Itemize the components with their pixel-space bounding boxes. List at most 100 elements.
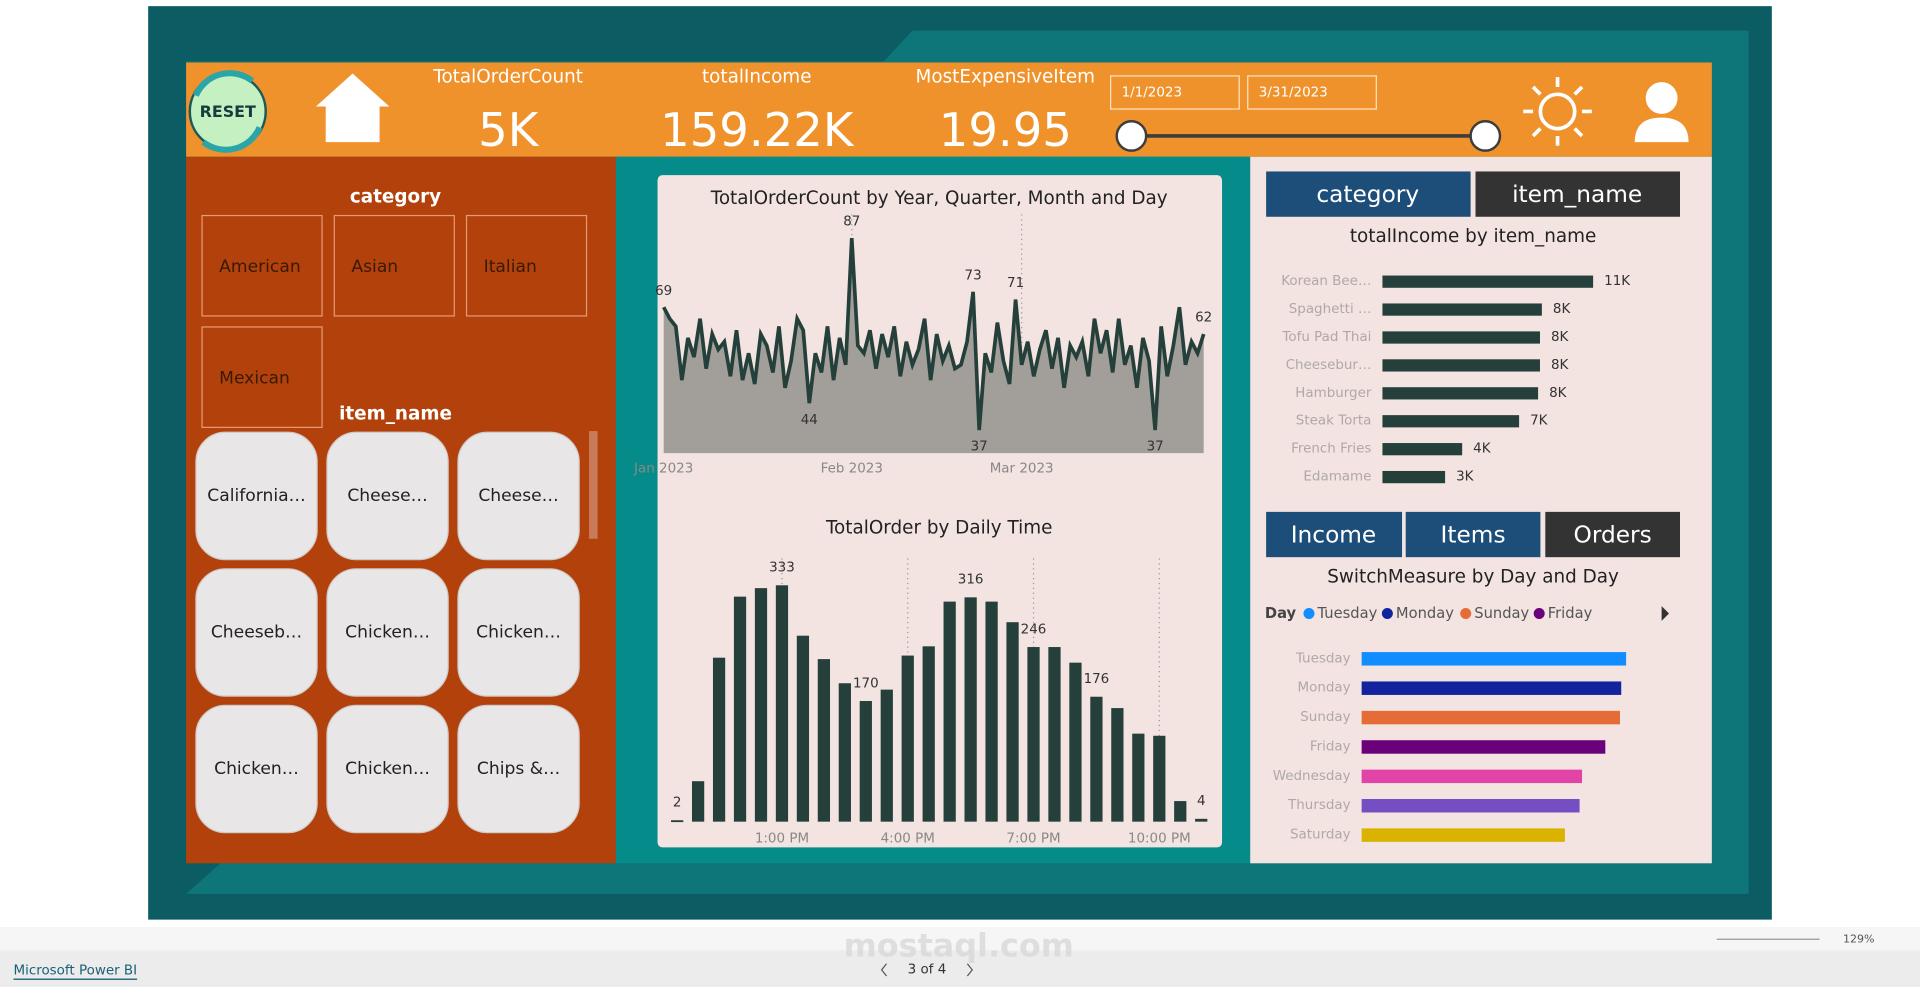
slicer-item-label: Italian [484,257,537,277]
slicer-title: item_name [339,403,452,424]
y-tick-label: Steak Torta [1296,414,1372,429]
toggle-label: Items [1441,522,1506,549]
theme-icon[interactable] [1523,77,1592,146]
chart-title: totalIncome by item_name [1350,226,1596,247]
app-link[interactable]: Microsoft Power BI [13,964,137,979]
x-tick-label: Mar 2023 [990,462,1054,477]
item-button[interactable] [326,704,449,834]
date-start: 1/1/2023 [1122,86,1182,101]
bar [1382,359,1540,372]
date-end: 3/31/2023 [1259,86,1328,101]
bar [1195,818,1208,822]
toggle-label: Orders [1574,522,1652,549]
line [662,237,1206,431]
toggle-button[interactable] [1475,171,1680,217]
item-button[interactable] [195,568,318,697]
item-button[interactable] [195,431,318,561]
home-icon[interactable] [315,73,390,143]
x-tick-label: 10:00 PM [1128,831,1191,846]
chart-title: SwitchMeasure by Day and Day [1327,566,1619,587]
item-button[interactable] [195,704,318,834]
legend-next[interactable] [1661,606,1669,621]
bar [964,597,977,822]
data-label: 37 [971,440,988,455]
user-body [1634,117,1689,143]
data-label: 73 [965,268,982,283]
x-tick-label: 7:00 PM [1006,831,1060,846]
slicer-item[interactable] [201,326,323,428]
toggle-button[interactable] [1545,511,1680,558]
bar [1090,696,1103,822]
slider-handle[interactable] [1469,120,1502,152]
bar [796,635,810,822]
slicer-item[interactable] [333,214,455,317]
chart-title: TotalOrderCount by Year, Quarter, Month … [710,188,1168,209]
data-label: 62 [1195,311,1212,326]
date-input[interactable] [1247,75,1377,110]
y-tick-label: French Fries [1291,442,1371,457]
y-tick-label: Friday [1310,739,1351,754]
x-tick-label: Jan 2023 [633,462,693,477]
item-button[interactable] [457,704,580,834]
slicer-item[interactable] [201,214,323,317]
user-head [1645,82,1678,114]
toggle-button[interactable] [1266,511,1403,558]
bar [880,689,893,822]
kpi-value: 19.95 [939,103,1072,157]
legend-label: Tuesday [1317,605,1378,622]
y-tick-label: Monday [1297,681,1350,696]
slider-handle[interactable] [1115,120,1148,152]
slicer-item[interactable] [465,214,588,317]
bar [1069,662,1082,822]
bar [1361,740,1606,754]
reset-button[interactable]: RESET [188,70,267,153]
toggle-label: Income [1291,522,1377,549]
kpi-value: 5K [478,103,540,157]
legend-swatch [1460,607,1472,620]
item-button-label: Chicken… [476,622,561,642]
prev-page[interactable] [880,963,888,977]
bar [1132,733,1145,822]
item-button[interactable] [457,431,580,561]
item-button-label: Cheese… [478,486,558,506]
legend-swatch [1381,607,1393,620]
bar [1006,622,1019,822]
legend-label: Monday [1396,605,1454,622]
item-button[interactable] [457,568,580,697]
toggle-button[interactable] [1266,171,1471,217]
reset-arrow [193,70,255,97]
data-label: 4 [1197,794,1206,809]
bar [1382,443,1463,456]
reset-arrow [201,126,263,153]
next-page[interactable] [966,963,974,977]
bar [1361,710,1620,725]
legend-swatch [1303,607,1315,620]
item-button-label: California… [207,486,305,506]
bar [1361,681,1622,695]
x-tick-label: 4:00 PM [881,831,935,846]
kpi-value: 159.22K [660,103,855,157]
bar [1111,708,1124,822]
item-button[interactable] [326,568,449,697]
item-button[interactable] [326,431,449,561]
sun-rays [1523,77,1592,146]
toggle-button[interactable] [1405,511,1541,558]
reset-label: RESET [200,102,256,121]
date-input[interactable] [1110,75,1240,110]
status-bar [0,926,1920,951]
data-label: 37 [1147,440,1164,455]
bar [1048,647,1061,822]
footer-bar [0,950,1920,987]
scrollbar[interactable] [588,431,598,539]
bar [859,700,872,822]
item-button-label: Chicken… [214,759,299,779]
bar [733,596,747,822]
user-icon[interactable] [1634,82,1689,143]
y-tick-label: Tofu Pad Thai [1281,330,1371,345]
bar [1382,303,1542,316]
bar [1382,470,1446,484]
y-tick-label: Korean Bee… [1281,274,1371,289]
bar [1361,799,1580,813]
legend-label: Friday [1548,605,1593,622]
